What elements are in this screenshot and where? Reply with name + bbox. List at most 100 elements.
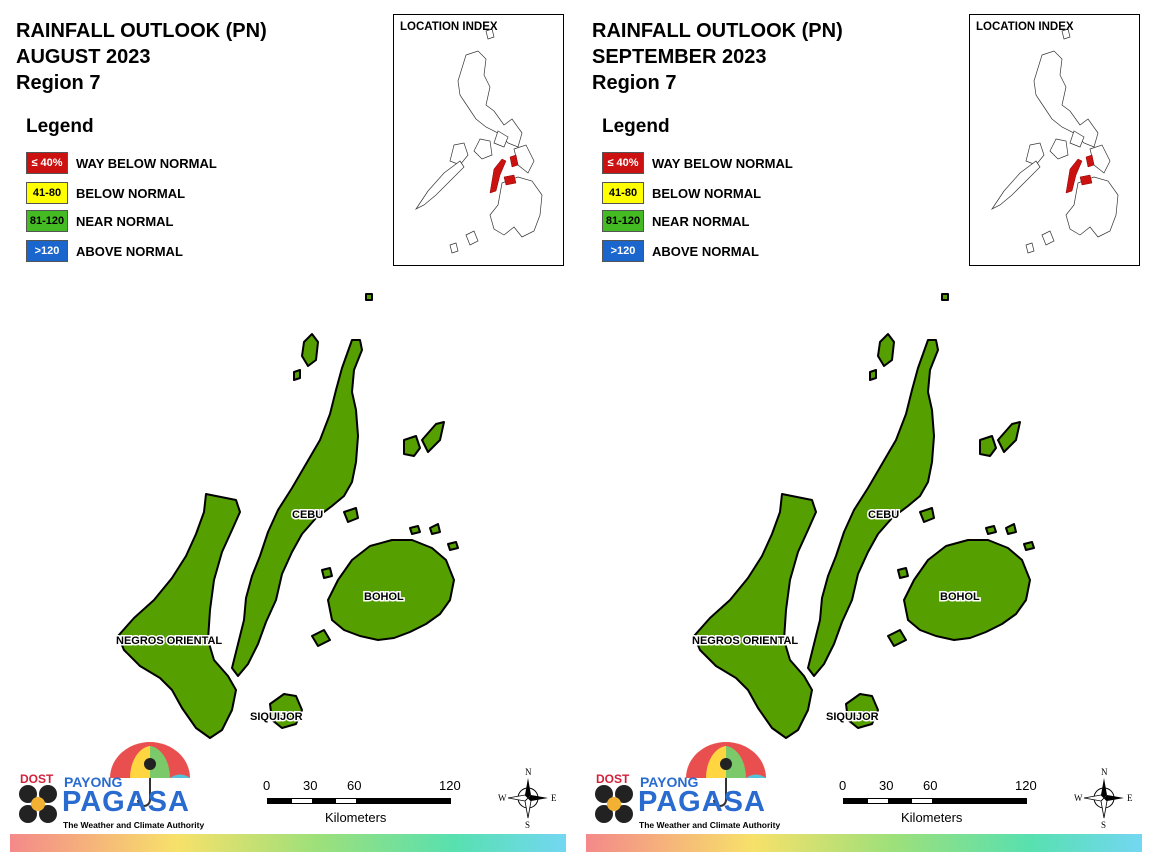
scale-bar: 0 30 60 120 Kilometers (831, 776, 1051, 836)
scale-unit: Kilometers (901, 810, 963, 825)
scale-segment (267, 798, 291, 804)
outlook-panel-august: RAINFALL OUTLOOK (PN) AUGUST 2023 Region… (10, 14, 566, 852)
month-line: AUGUST 2023 (16, 46, 151, 68)
scale-segment (843, 798, 867, 804)
svg-text:E: E (1127, 793, 1133, 803)
cebu-shape (807, 339, 939, 677)
region-7-highlight (1065, 154, 1095, 194)
label-negros-oriental: NEGROS ORIENTAL (692, 635, 798, 647)
logo-agency: DOST (596, 772, 630, 786)
svg-text:W: W (1074, 793, 1083, 803)
legend-label: ABOVE NORMAL (76, 243, 183, 259)
panel-title: RAINFALL OUTLOOK (PN) SEPTEMBER 2023 Reg… (592, 18, 843, 96)
scale-unit: Kilometers (325, 810, 387, 825)
outlook-panel-september: RAINFALL OUTLOOK (PN) SEPTEMBER 2023 Reg… (576, 0, 1152, 864)
legend-swatch: 41-80 (26, 182, 68, 204)
label-cebu: CEBU (868, 509, 899, 521)
scale-segment (933, 798, 1027, 804)
svg-text:S: S (525, 820, 530, 830)
negros-oriental-shape (117, 493, 241, 739)
brand-color-stripe (10, 834, 566, 852)
legend-swatch: >120 (26, 240, 68, 262)
negros-oriental-shape (693, 493, 817, 739)
legend-label: BELOW NORMAL (652, 185, 762, 201)
scale-tick: 0 (263, 778, 271, 793)
legend-item-below: 41-80 BELOW NORMAL (602, 181, 761, 205)
legend-label: WAY BELOW NORMAL (76, 155, 217, 171)
location-index-title: LOCATION INDEX (976, 21, 1074, 33)
siquijor-shape (269, 693, 303, 729)
payong-pagasa-logo (590, 740, 780, 836)
scale-tick: 30 (879, 778, 894, 793)
title-line: RAINFALL OUTLOOK (PN) (592, 20, 843, 42)
legend-swatch: 81-120 (26, 210, 68, 232)
legend-item-near: 81-120 NEAR NORMAL (602, 209, 750, 233)
legend-item-below: 41-80 BELOW NORMAL (26, 181, 185, 205)
scale-segment (335, 798, 357, 804)
legend-swatch: ≤ 40% (26, 152, 68, 174)
logo-name-main: PAGASA (638, 786, 766, 818)
legend-heading: Legend (602, 116, 670, 137)
cebu-shape (231, 339, 363, 677)
location-index-box: LOCATION INDEX (393, 14, 564, 266)
svg-text:S: S (1101, 820, 1106, 830)
logo-tagline: The Weather and Climate Authority (639, 820, 781, 830)
svg-text:N: N (1101, 767, 1108, 777)
logo-agency: DOST (20, 772, 54, 786)
legend-item-above: >120 ABOVE NORMAL (26, 239, 183, 263)
scale-tick: 0 (839, 778, 847, 793)
scale-segment (911, 798, 933, 804)
svg-text:E: E (551, 793, 557, 803)
logo-name-main: PAGASA (62, 786, 190, 818)
legend-swatch: >120 (602, 240, 644, 262)
scale-tick: 60 (923, 778, 938, 793)
legend-label: WAY BELOW NORMAL (652, 155, 793, 171)
region-7-map: CEBU BOHOL NEGROS ORIENTAL SIQUIJOR (115, 293, 459, 739)
label-siquijor: SIQUIJOR (826, 711, 879, 723)
logo-name-top: PAYONG (64, 774, 123, 790)
scale-segment (357, 798, 451, 804)
scale-tick: 30 (303, 778, 318, 793)
title-line: RAINFALL OUTLOOK (PN) (16, 20, 267, 42)
siquijor-shape (845, 693, 879, 729)
brand-color-stripe (586, 834, 1142, 852)
scale-segment (291, 798, 313, 804)
scale-tick: 60 (347, 778, 362, 793)
svg-text:N: N (525, 767, 532, 777)
scale-segment (313, 798, 335, 804)
region-line: Region 7 (592, 72, 677, 94)
label-bohol: BOHOL (364, 591, 404, 603)
payong-pagasa-logo (14, 740, 204, 836)
region-line: Region 7 (16, 72, 101, 94)
legend-swatch: ≤ 40% (602, 152, 644, 174)
panel-title: RAINFALL OUTLOOK (PN) AUGUST 2023 Region… (16, 18, 267, 96)
region-7-highlight (489, 154, 519, 194)
legend-heading: Legend (26, 116, 94, 137)
region-7-map: CEBU BOHOL NEGROS ORIENTAL SIQUIJOR (691, 293, 1035, 739)
scale-tick: 120 (439, 778, 461, 793)
compass-rose-icon: N S W E (1074, 766, 1134, 830)
logo-tagline: The Weather and Climate Authority (63, 820, 205, 830)
scale-segment (889, 798, 911, 804)
philippines-outline-map (990, 28, 1119, 254)
label-bohol: BOHOL (940, 591, 980, 603)
legend-label: ABOVE NORMAL (652, 243, 759, 259)
location-index-box: LOCATION INDEX (969, 14, 1140, 266)
scale-tick: 120 (1015, 778, 1037, 793)
legend-swatch: 41-80 (602, 182, 644, 204)
label-siquijor: SIQUIJOR (250, 711, 303, 723)
legend-label: NEAR NORMAL (652, 213, 750, 229)
svg-text:W: W (498, 793, 507, 803)
label-cebu: CEBU (292, 509, 323, 521)
month-line: SEPTEMBER 2023 (592, 46, 767, 68)
compass-rose-icon: N S W E (498, 766, 558, 830)
legend-swatch: 81-120 (602, 210, 644, 232)
location-index-title: LOCATION INDEX (400, 21, 498, 33)
legend-item-way-below: ≤ 40% WAY BELOW NORMAL (26, 151, 217, 175)
label-negros-oriental: NEGROS ORIENTAL (116, 635, 222, 647)
scale-bar: 0 30 60 120 Kilometers (255, 776, 475, 836)
legend-item-near: 81-120 NEAR NORMAL (26, 209, 174, 233)
legend-label: NEAR NORMAL (76, 213, 174, 229)
legend-item-above: >120 ABOVE NORMAL (602, 239, 759, 263)
legend-item-way-below: ≤ 40% WAY BELOW NORMAL (602, 151, 793, 175)
